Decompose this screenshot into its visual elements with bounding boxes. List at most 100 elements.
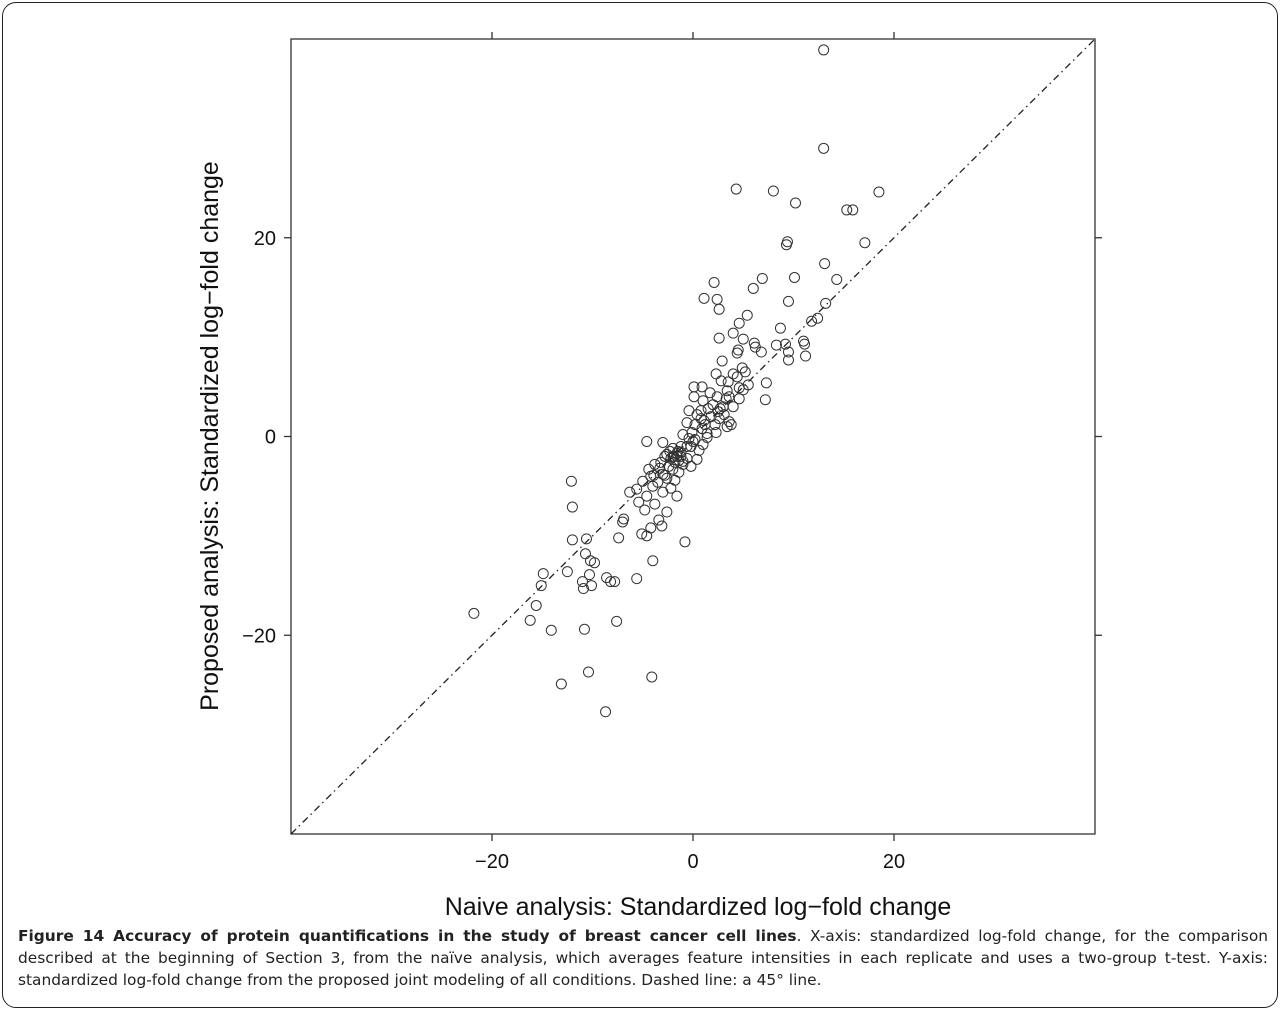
data-point xyxy=(831,273,843,285)
data-point xyxy=(679,536,691,548)
data-point xyxy=(747,282,759,294)
data-point xyxy=(657,468,669,480)
data-point xyxy=(760,377,772,389)
data-point xyxy=(669,456,681,468)
data-point xyxy=(677,429,689,441)
data-point xyxy=(756,272,768,284)
data-point xyxy=(672,445,684,457)
data-point xyxy=(708,276,720,288)
data-point xyxy=(600,706,612,718)
data-point xyxy=(733,317,745,329)
data-point xyxy=(819,258,831,270)
data-point xyxy=(566,501,578,513)
data-point xyxy=(671,490,683,502)
x-tick-label: −20 xyxy=(475,851,509,873)
data-point xyxy=(701,431,713,443)
data-point xyxy=(555,678,567,690)
data-point xyxy=(725,419,737,431)
data-point xyxy=(727,327,739,339)
data-point xyxy=(695,413,707,425)
data-point xyxy=(782,295,794,307)
data-point xyxy=(714,403,726,415)
figure-caption: Figure 14 Accuracy of protein quantifica… xyxy=(18,925,1268,991)
data-point xyxy=(727,401,739,413)
data-point xyxy=(582,666,594,678)
data-point xyxy=(841,204,853,216)
data-point xyxy=(578,623,590,635)
data-point xyxy=(774,322,786,334)
data-point xyxy=(639,504,651,516)
data-point xyxy=(655,456,667,468)
data-point xyxy=(737,384,749,396)
y-tick-label: 0 xyxy=(265,427,276,449)
data-point xyxy=(779,338,791,350)
data-point xyxy=(584,555,596,567)
data-point xyxy=(711,293,723,305)
data-point xyxy=(661,472,673,484)
tick-labels: −20 0 20 −20 0 20 xyxy=(242,228,905,873)
data-point xyxy=(468,607,480,619)
data-point xyxy=(617,516,629,528)
data-point xyxy=(633,496,645,508)
data-point xyxy=(737,333,749,345)
data-point xyxy=(579,548,591,560)
data-point xyxy=(537,568,549,580)
data-point xyxy=(566,534,578,546)
data-point xyxy=(649,498,661,510)
data-point xyxy=(721,385,733,397)
x-tick-label: 0 xyxy=(687,851,698,873)
data-point xyxy=(645,522,657,534)
data-point xyxy=(643,463,655,475)
data-point xyxy=(718,409,730,421)
axis-ticks xyxy=(284,32,1102,841)
data-point xyxy=(699,419,711,431)
data-point xyxy=(609,576,621,588)
data-point xyxy=(698,292,710,304)
data-point xyxy=(681,440,693,452)
data-point xyxy=(693,444,705,456)
data-point xyxy=(657,486,669,498)
data-point xyxy=(535,580,547,592)
y-tick-label: 20 xyxy=(254,228,276,250)
data-point xyxy=(589,557,601,569)
data-point xyxy=(565,475,577,487)
data-point xyxy=(613,532,625,544)
data-point xyxy=(755,346,767,358)
data-point xyxy=(741,309,753,321)
scatter-plot: −20 0 20 −20 0 20 Naive analysis: Standardize… xyxy=(196,32,1102,920)
data-point xyxy=(631,573,643,585)
data-point xyxy=(661,506,673,518)
data-point xyxy=(847,204,859,216)
data-point xyxy=(580,533,592,545)
caption-body: . X-axis: standardized log-fold change, … xyxy=(18,927,1268,989)
data-point xyxy=(731,347,743,359)
data-point xyxy=(733,393,745,405)
data-point xyxy=(656,520,668,532)
data-point xyxy=(736,362,748,374)
data-point xyxy=(696,381,708,393)
data-point xyxy=(731,371,743,383)
data-point xyxy=(715,375,727,387)
x-axis-label: Naive analysis: Standardized log−fold ch… xyxy=(445,893,952,920)
data-point xyxy=(722,376,734,388)
data-point xyxy=(657,436,669,448)
data-point xyxy=(701,428,713,440)
data-point xyxy=(800,350,812,362)
data-point xyxy=(689,433,701,445)
data-point xyxy=(530,599,542,611)
data-point xyxy=(641,490,653,502)
data-point xyxy=(576,576,588,588)
data-point xyxy=(545,624,557,636)
data-point xyxy=(818,44,830,56)
data-point xyxy=(698,415,710,427)
data-point xyxy=(713,303,725,315)
data-point xyxy=(665,452,677,464)
data-point xyxy=(659,469,671,481)
data-point xyxy=(646,671,658,683)
y-tick-label: −20 xyxy=(242,625,276,647)
data-point xyxy=(524,614,536,626)
data-point xyxy=(812,312,824,324)
caption-title: Figure 14 Accuracy of protein quantifica… xyxy=(18,927,797,945)
data-point xyxy=(641,435,653,447)
data-point xyxy=(767,185,779,197)
